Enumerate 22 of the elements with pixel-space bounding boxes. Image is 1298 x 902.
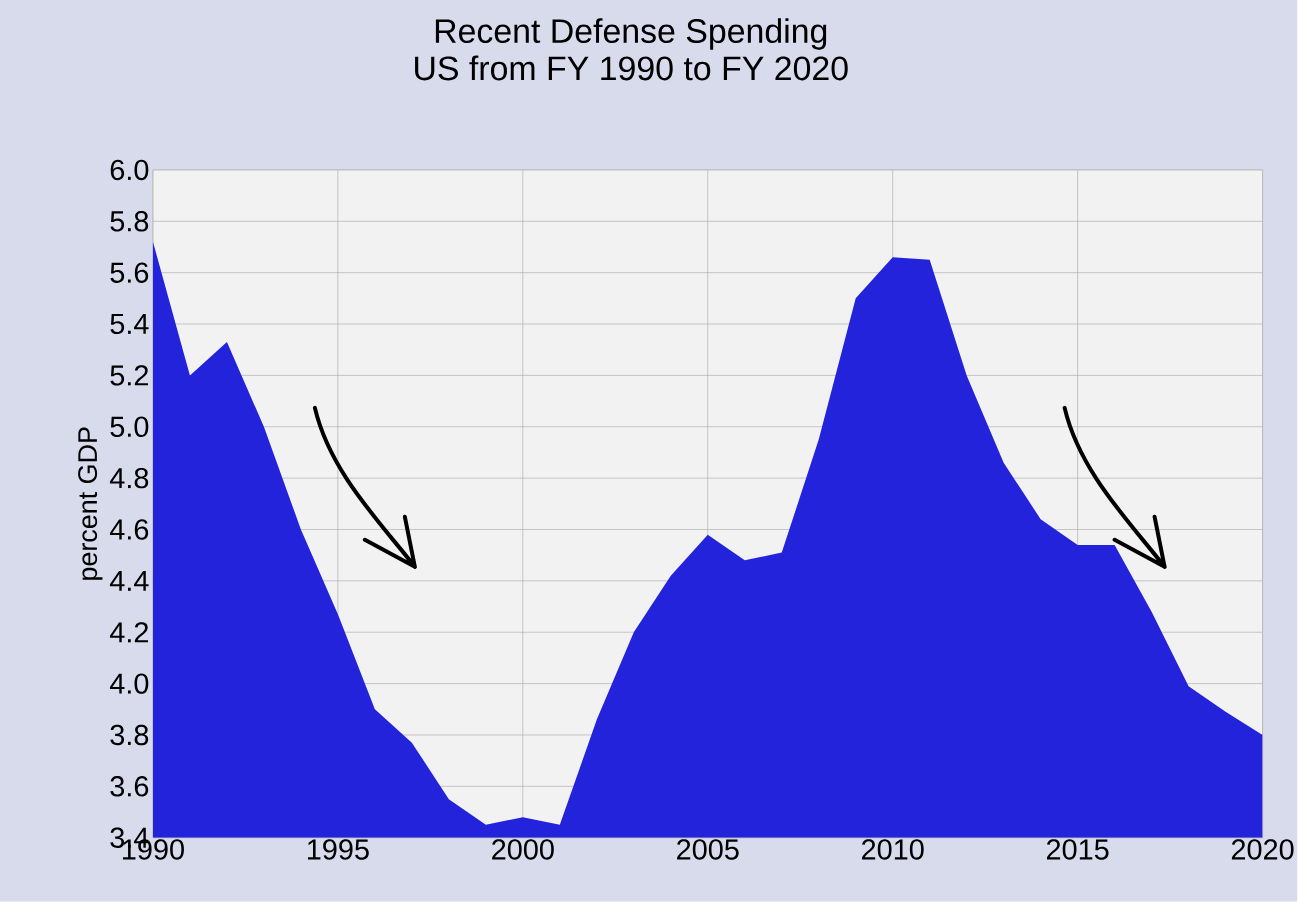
y-tick-label: 5.4 bbox=[110, 314, 149, 335]
y-tick-label: 5.8 bbox=[110, 211, 149, 232]
y-tick-label: 5.6 bbox=[110, 262, 149, 284]
y-axis-title: percent GDP bbox=[78, 427, 103, 580]
y-tick-label: 4.6 bbox=[109, 519, 149, 540]
x-tick-label: 2005 bbox=[677, 839, 739, 860]
chart-subtitle: US from FY 1990 to FY 2020 bbox=[415, 55, 848, 81]
x-tick-label: 2000 bbox=[492, 839, 554, 860]
y-tick-label: 4.4 bbox=[109, 571, 149, 591]
y-tick-label: 3.8 bbox=[110, 724, 149, 746]
y-tick-label: 4.2 bbox=[109, 622, 148, 643]
y-tick-label: 4.0 bbox=[109, 673, 149, 694]
y-tick-label: 4.8 bbox=[109, 468, 149, 489]
y-tick-label: 3.6 bbox=[110, 776, 149, 797]
x-tick-label: 2010 bbox=[862, 839, 924, 860]
x-tick-label: 2020 bbox=[1231, 839, 1294, 860]
y-tick-label: 5.0 bbox=[110, 416, 149, 438]
chart-title: Recent Defense Spending bbox=[435, 18, 827, 50]
y-tick-label: 6.0 bbox=[110, 159, 149, 181]
y-tick-label: 5.2 bbox=[110, 365, 148, 386]
x-tick-label: 1995 bbox=[307, 839, 369, 860]
x-tick-label: 2015 bbox=[1046, 839, 1109, 860]
